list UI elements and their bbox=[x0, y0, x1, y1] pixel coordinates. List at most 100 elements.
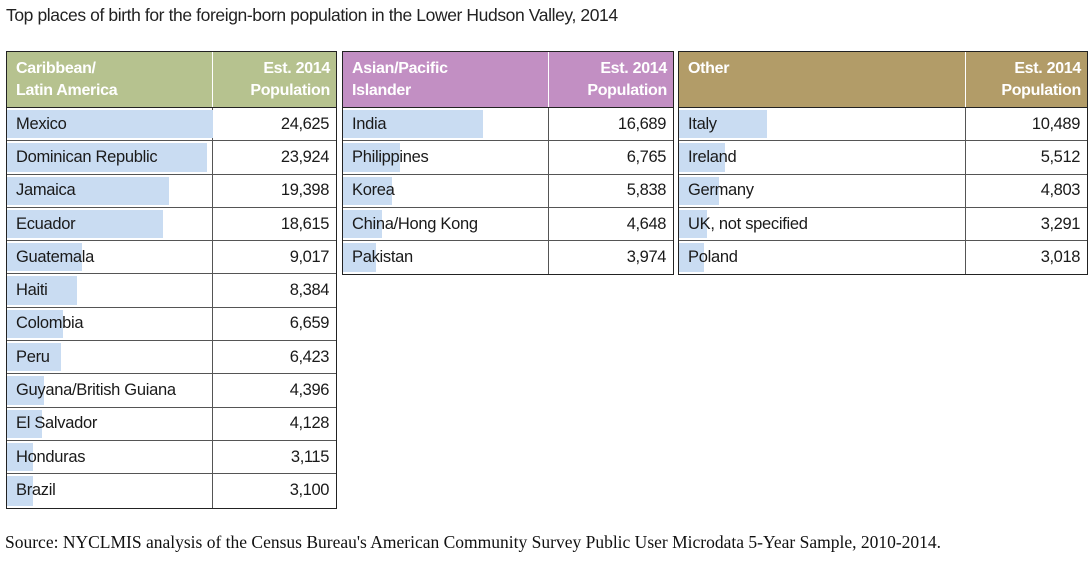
table-row: El Salvador 4,128 bbox=[7, 407, 336, 441]
country-cell: Ecuador bbox=[7, 207, 213, 241]
column-header-population: Est. 2014 Population bbox=[1001, 60, 1081, 99]
population-bar bbox=[679, 243, 705, 273]
population-bar bbox=[7, 309, 63, 339]
country-label: China/Hong Kong bbox=[352, 214, 478, 233]
country-cell: Colombia bbox=[7, 307, 213, 341]
country-label: Mexico bbox=[16, 114, 67, 133]
table-header-asian-pacific: Asian/Pacific Islander Est. 2014 Populati… bbox=[343, 52, 673, 108]
population-value: 5,838 bbox=[626, 181, 667, 200]
country-label: Italy bbox=[688, 114, 717, 133]
country-cell: Haiti bbox=[7, 274, 213, 307]
country-label: Germany bbox=[688, 181, 754, 200]
country-cell: Honduras bbox=[7, 440, 213, 474]
chart-title: Top places of birth for the foreign-born… bbox=[6, 5, 618, 25]
population-value: 18,615 bbox=[280, 214, 329, 233]
table-row: Korea 5,838 bbox=[343, 174, 673, 208]
population-value: 23,924 bbox=[280, 147, 329, 166]
country-label: Dominican Republic bbox=[16, 147, 158, 166]
population-bar bbox=[7, 243, 83, 272]
population-bar bbox=[7, 209, 163, 239]
country-cell: Pakistan bbox=[343, 241, 549, 275]
country-label: Pakistan bbox=[352, 248, 413, 267]
country-label: Ecuador bbox=[16, 214, 76, 233]
country-label: Poland bbox=[688, 248, 738, 267]
country-label: India bbox=[352, 114, 387, 133]
population-bar bbox=[679, 209, 707, 239]
population-bar bbox=[7, 343, 61, 372]
source-note: Source: NYCLMIS analysis of the Census B… bbox=[5, 532, 942, 552]
population-value: 8,384 bbox=[289, 281, 330, 300]
country-label: Haiti bbox=[16, 281, 48, 300]
population-value: 4,803 bbox=[1040, 181, 1081, 200]
population-value: 6,765 bbox=[626, 147, 667, 166]
country-label: Colombia bbox=[16, 314, 84, 333]
population-value: 3,974 bbox=[626, 248, 667, 267]
country-label: Philippines bbox=[352, 147, 429, 166]
country-cell: Peru bbox=[7, 341, 213, 374]
population-bar bbox=[343, 143, 400, 172]
population-value: 4,396 bbox=[289, 381, 330, 400]
population-bar bbox=[343, 176, 392, 205]
table-row: India 16,689 bbox=[343, 108, 673, 142]
population-bar bbox=[679, 176, 720, 205]
country-label: El Salvador bbox=[16, 414, 98, 433]
column-header-population: Est. 2014 Population bbox=[587, 60, 667, 99]
column-header-region: Asian/Pacific Islander bbox=[343, 52, 549, 107]
table-asian-pacific-islander: Asian/Pacific Islander Est. 2014 Populati… bbox=[342, 51, 674, 276]
column-header-region: Caribbean/ Latin America bbox=[7, 52, 213, 107]
population-value: 16,689 bbox=[617, 114, 666, 133]
population-bar bbox=[343, 110, 483, 139]
table-row: Pakistan 3,974 bbox=[343, 241, 673, 275]
population-bar bbox=[679, 143, 726, 172]
population-bar bbox=[343, 209, 382, 239]
table-row: Jamaica 19,398 bbox=[7, 174, 336, 208]
country-cell: Mexico bbox=[7, 108, 213, 141]
country-label: UK, not specified bbox=[688, 214, 808, 233]
country-cell: UK, not specified bbox=[679, 207, 966, 241]
table-row: Honduras 3,115 bbox=[7, 440, 336, 475]
table-row: Guyana/British Guiana 4,396 bbox=[7, 374, 336, 408]
population-bar bbox=[343, 243, 377, 273]
population-bar bbox=[7, 276, 78, 305]
population-value: 3,100 bbox=[289, 481, 330, 500]
population-bar bbox=[679, 110, 767, 139]
table-row: Poland 3,018 bbox=[679, 241, 1087, 275]
population-bar bbox=[7, 143, 208, 172]
table-row: Dominican Republic 23,924 bbox=[7, 141, 336, 175]
country-cell: Poland bbox=[679, 241, 966, 275]
country-cell: China/Hong Kong bbox=[343, 207, 549, 241]
table-other: Other Est. 2014 Population Italy 10,489 Irel… bbox=[678, 51, 1088, 276]
population-value: 6,659 bbox=[289, 314, 330, 333]
table-header-other: Other Est. 2014 Population bbox=[679, 52, 1087, 108]
table-row: Ireland 5,512 bbox=[679, 141, 1087, 175]
table-row: Guatemala 9,017 bbox=[7, 241, 336, 275]
population-bar bbox=[7, 110, 213, 139]
population-value: 3,018 bbox=[1040, 248, 1081, 267]
population-value: 6,423 bbox=[289, 347, 330, 366]
population-value: 9,017 bbox=[289, 247, 330, 266]
country-cell: Brazil bbox=[7, 474, 213, 508]
country-label: Peru bbox=[16, 347, 50, 366]
table-row: Germany 4,803 bbox=[679, 174, 1087, 208]
country-cell: Italy bbox=[679, 108, 966, 141]
country-cell: Philippines bbox=[343, 141, 549, 174]
country-label: Brazil bbox=[16, 481, 56, 500]
table-row: China/Hong Kong 4,648 bbox=[343, 207, 673, 242]
population-value: 5,512 bbox=[1040, 147, 1081, 166]
population-value: 3,115 bbox=[290, 447, 329, 466]
country-cell: Jamaica bbox=[7, 174, 213, 207]
table-caribbean-latin-america: Caribbean/ Latin America Est. 2014 Popula… bbox=[6, 51, 337, 509]
population-value: 4,128 bbox=[289, 414, 330, 433]
population-bar bbox=[7, 176, 170, 205]
column-header-region: Other bbox=[679, 52, 966, 107]
population-value: 24,625 bbox=[280, 114, 329, 133]
country-cell: El Salvador bbox=[7, 407, 213, 440]
population-bar bbox=[7, 376, 44, 405]
population-value: 4,648 bbox=[626, 214, 667, 233]
country-cell: Guatemala bbox=[7, 241, 213, 274]
population-bar bbox=[7, 442, 34, 472]
table-row: Haiti 8,384 bbox=[7, 274, 336, 308]
population-value: 3,291 bbox=[1040, 214, 1081, 233]
country-label: Korea bbox=[352, 181, 395, 200]
table-row: Italy 10,489 bbox=[679, 108, 1087, 142]
